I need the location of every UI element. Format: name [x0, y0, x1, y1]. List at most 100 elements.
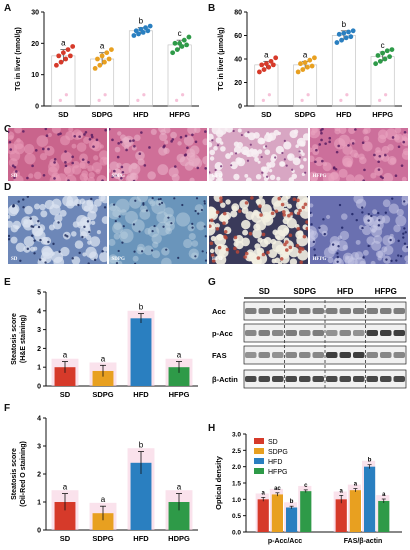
tissue-nucleus: [288, 245, 293, 250]
micrograph-label: HFD: [212, 257, 223, 262]
blot-band: [258, 376, 270, 382]
blot-row-label: FAS: [212, 351, 227, 360]
tissue-cell: [376, 256, 382, 261]
data-point: [143, 25, 148, 31]
blot-band: [339, 330, 351, 336]
tissue-cell: [296, 137, 306, 147]
tissue-nucleus: [78, 251, 81, 255]
tissue-nucleus: [92, 145, 95, 148]
tissue-cell: [41, 245, 52, 257]
tissue-nucleus: [234, 152, 238, 155]
tissue-cell: [401, 176, 407, 181]
tissue-nucleus: [121, 170, 124, 174]
tissue-nucleus: [283, 139, 286, 142]
tissue-nucleus: [215, 210, 220, 215]
tissue-cell: [195, 221, 205, 231]
tissue-cell: [8, 158, 18, 168]
tissue-cell: [188, 177, 195, 181]
tissue-cell: [361, 128, 368, 135]
tissue-cell: [33, 203, 41, 210]
tissue-nucleus: [292, 197, 297, 202]
bg-point: [97, 98, 101, 102]
micrograph-texture: [108, 128, 207, 181]
tissue-cell: [201, 138, 207, 146]
tissue-cell: [151, 241, 158, 248]
tissue-nucleus: [367, 212, 370, 216]
tissue-cell: [124, 210, 138, 224]
blot-group-label: HFD: [337, 287, 354, 296]
tissue-nucleus: [335, 252, 339, 255]
micrograph-hfpg: HFPG: [309, 128, 408, 181]
blot-band: [258, 330, 270, 336]
significance-letter: a: [63, 351, 68, 360]
tissue-nucleus: [217, 245, 222, 250]
micrograph-sdpg: SDPG: [108, 196, 207, 264]
blot-band: [380, 308, 392, 314]
tissue-cell: [276, 235, 281, 240]
tissue-cell: [79, 153, 88, 163]
tissue-nucleus: [280, 202, 285, 207]
tissue-cell: [87, 240, 92, 245]
tissue-nucleus: [305, 226, 308, 231]
bar-outline: [90, 58, 115, 107]
tissue-cell: [28, 173, 34, 179]
legend-swatch: [254, 468, 264, 474]
bar: [378, 500, 390, 532]
tissue-cell: [354, 251, 363, 260]
data-point: [341, 30, 347, 36]
tissue-nucleus: [203, 202, 206, 205]
blot-band: [272, 330, 284, 336]
tissue-cell: [254, 243, 261, 250]
tissue-nucleus: [336, 144, 340, 148]
y-tick-label: 0: [238, 104, 242, 111]
tissue-cell: [347, 128, 356, 135]
y-tick-label: 2: [37, 346, 41, 353]
tissue-nucleus: [396, 239, 400, 243]
bar: [168, 367, 190, 386]
tissue-cell: [60, 151, 73, 164]
data-point: [387, 54, 392, 60]
data-point: [54, 62, 59, 68]
tissue-cell: [288, 177, 294, 181]
blot-band: [272, 376, 284, 382]
tissue-nucleus: [180, 203, 183, 207]
data-point: [184, 42, 190, 48]
micrograph-texture: [309, 196, 408, 264]
data-point: [377, 58, 383, 64]
tissue-nucleus: [113, 174, 117, 178]
tissue-cell: [341, 157, 352, 168]
tissue-nucleus: [151, 197, 154, 200]
tissue-nucleus: [237, 209, 242, 213]
tissue-cell: [219, 141, 224, 145]
tissue-nucleus: [233, 235, 238, 240]
tissue-cell: [63, 165, 75, 176]
tissue-cell: [322, 161, 327, 167]
tissue-nucleus: [377, 154, 381, 158]
tissue-nucleus: [380, 176, 384, 180]
tissue-cell: [233, 241, 239, 247]
tissue-nucleus: [360, 226, 364, 230]
tissue-cell: [329, 236, 340, 246]
tissue-cell: [230, 210, 238, 218]
tissue-cell: [345, 174, 355, 181]
tissue-cell: [241, 219, 251, 230]
legend-label: SDPG: [268, 449, 288, 456]
tissue-nucleus: [151, 229, 154, 233]
tissue-nucleus: [346, 144, 350, 147]
tissue-nucleus: [88, 230, 91, 234]
blot-band: [245, 308, 257, 314]
data-point: [133, 28, 139, 34]
legend-swatch: [254, 458, 264, 464]
significance-letter: c: [178, 29, 182, 38]
tissue-nucleus: [118, 215, 121, 218]
tissue-nucleus: [196, 212, 199, 215]
blot-band: [339, 376, 351, 382]
bar: [271, 494, 283, 532]
tissue-nucleus: [34, 149, 38, 152]
data-point: [106, 56, 112, 62]
tissue-cell: [209, 156, 215, 161]
tissue-cell: [236, 157, 246, 167]
tissue-cell: [8, 214, 11, 219]
tissue-cell: [39, 152, 48, 161]
blot-band: [272, 308, 284, 314]
